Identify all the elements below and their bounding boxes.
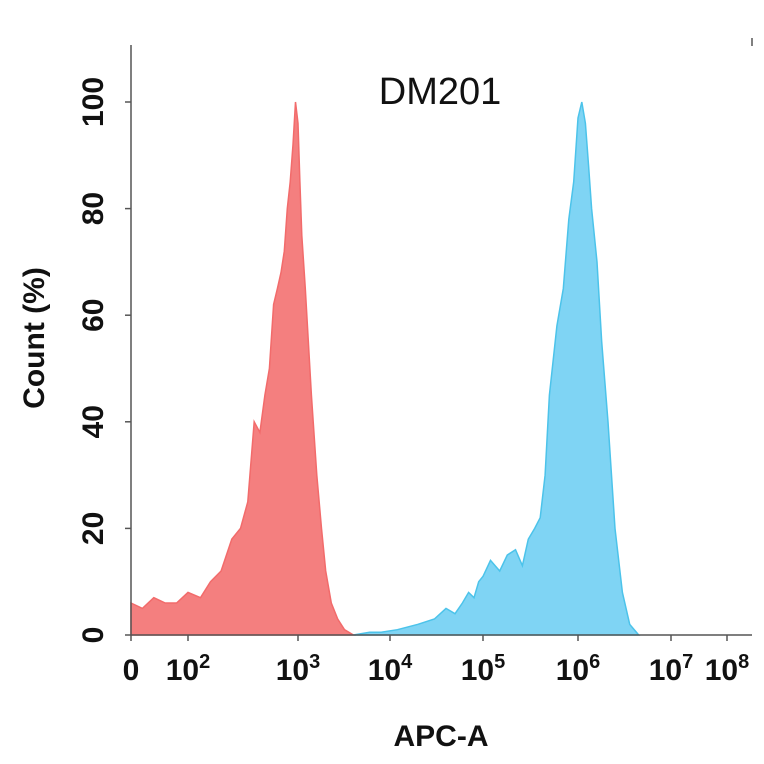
y-tick-label: 100 [77,77,110,127]
chart-title: DM201 [379,71,502,113]
x-tick-label: 0 [123,654,140,687]
y-tick-label: 60 [77,299,110,332]
y-tick-label: 20 [77,512,110,545]
y-axis-label: Count (%) [18,267,51,409]
histogram-area-blue [353,101,641,636]
series-layer [130,101,641,636]
x-axis-label: APC-A [394,720,489,753]
x-tick-layer: 0 102 103 104 105 106 107 108 [123,635,749,687]
y-tick-label: 0 [77,627,110,644]
y-tick-layer: 0 20 40 60 80 100 [77,77,131,643]
axes-layer [130,38,753,636]
histogram-area-red [130,101,357,636]
y-tick-label: 80 [77,192,110,225]
y-tick-label: 40 [77,405,110,438]
